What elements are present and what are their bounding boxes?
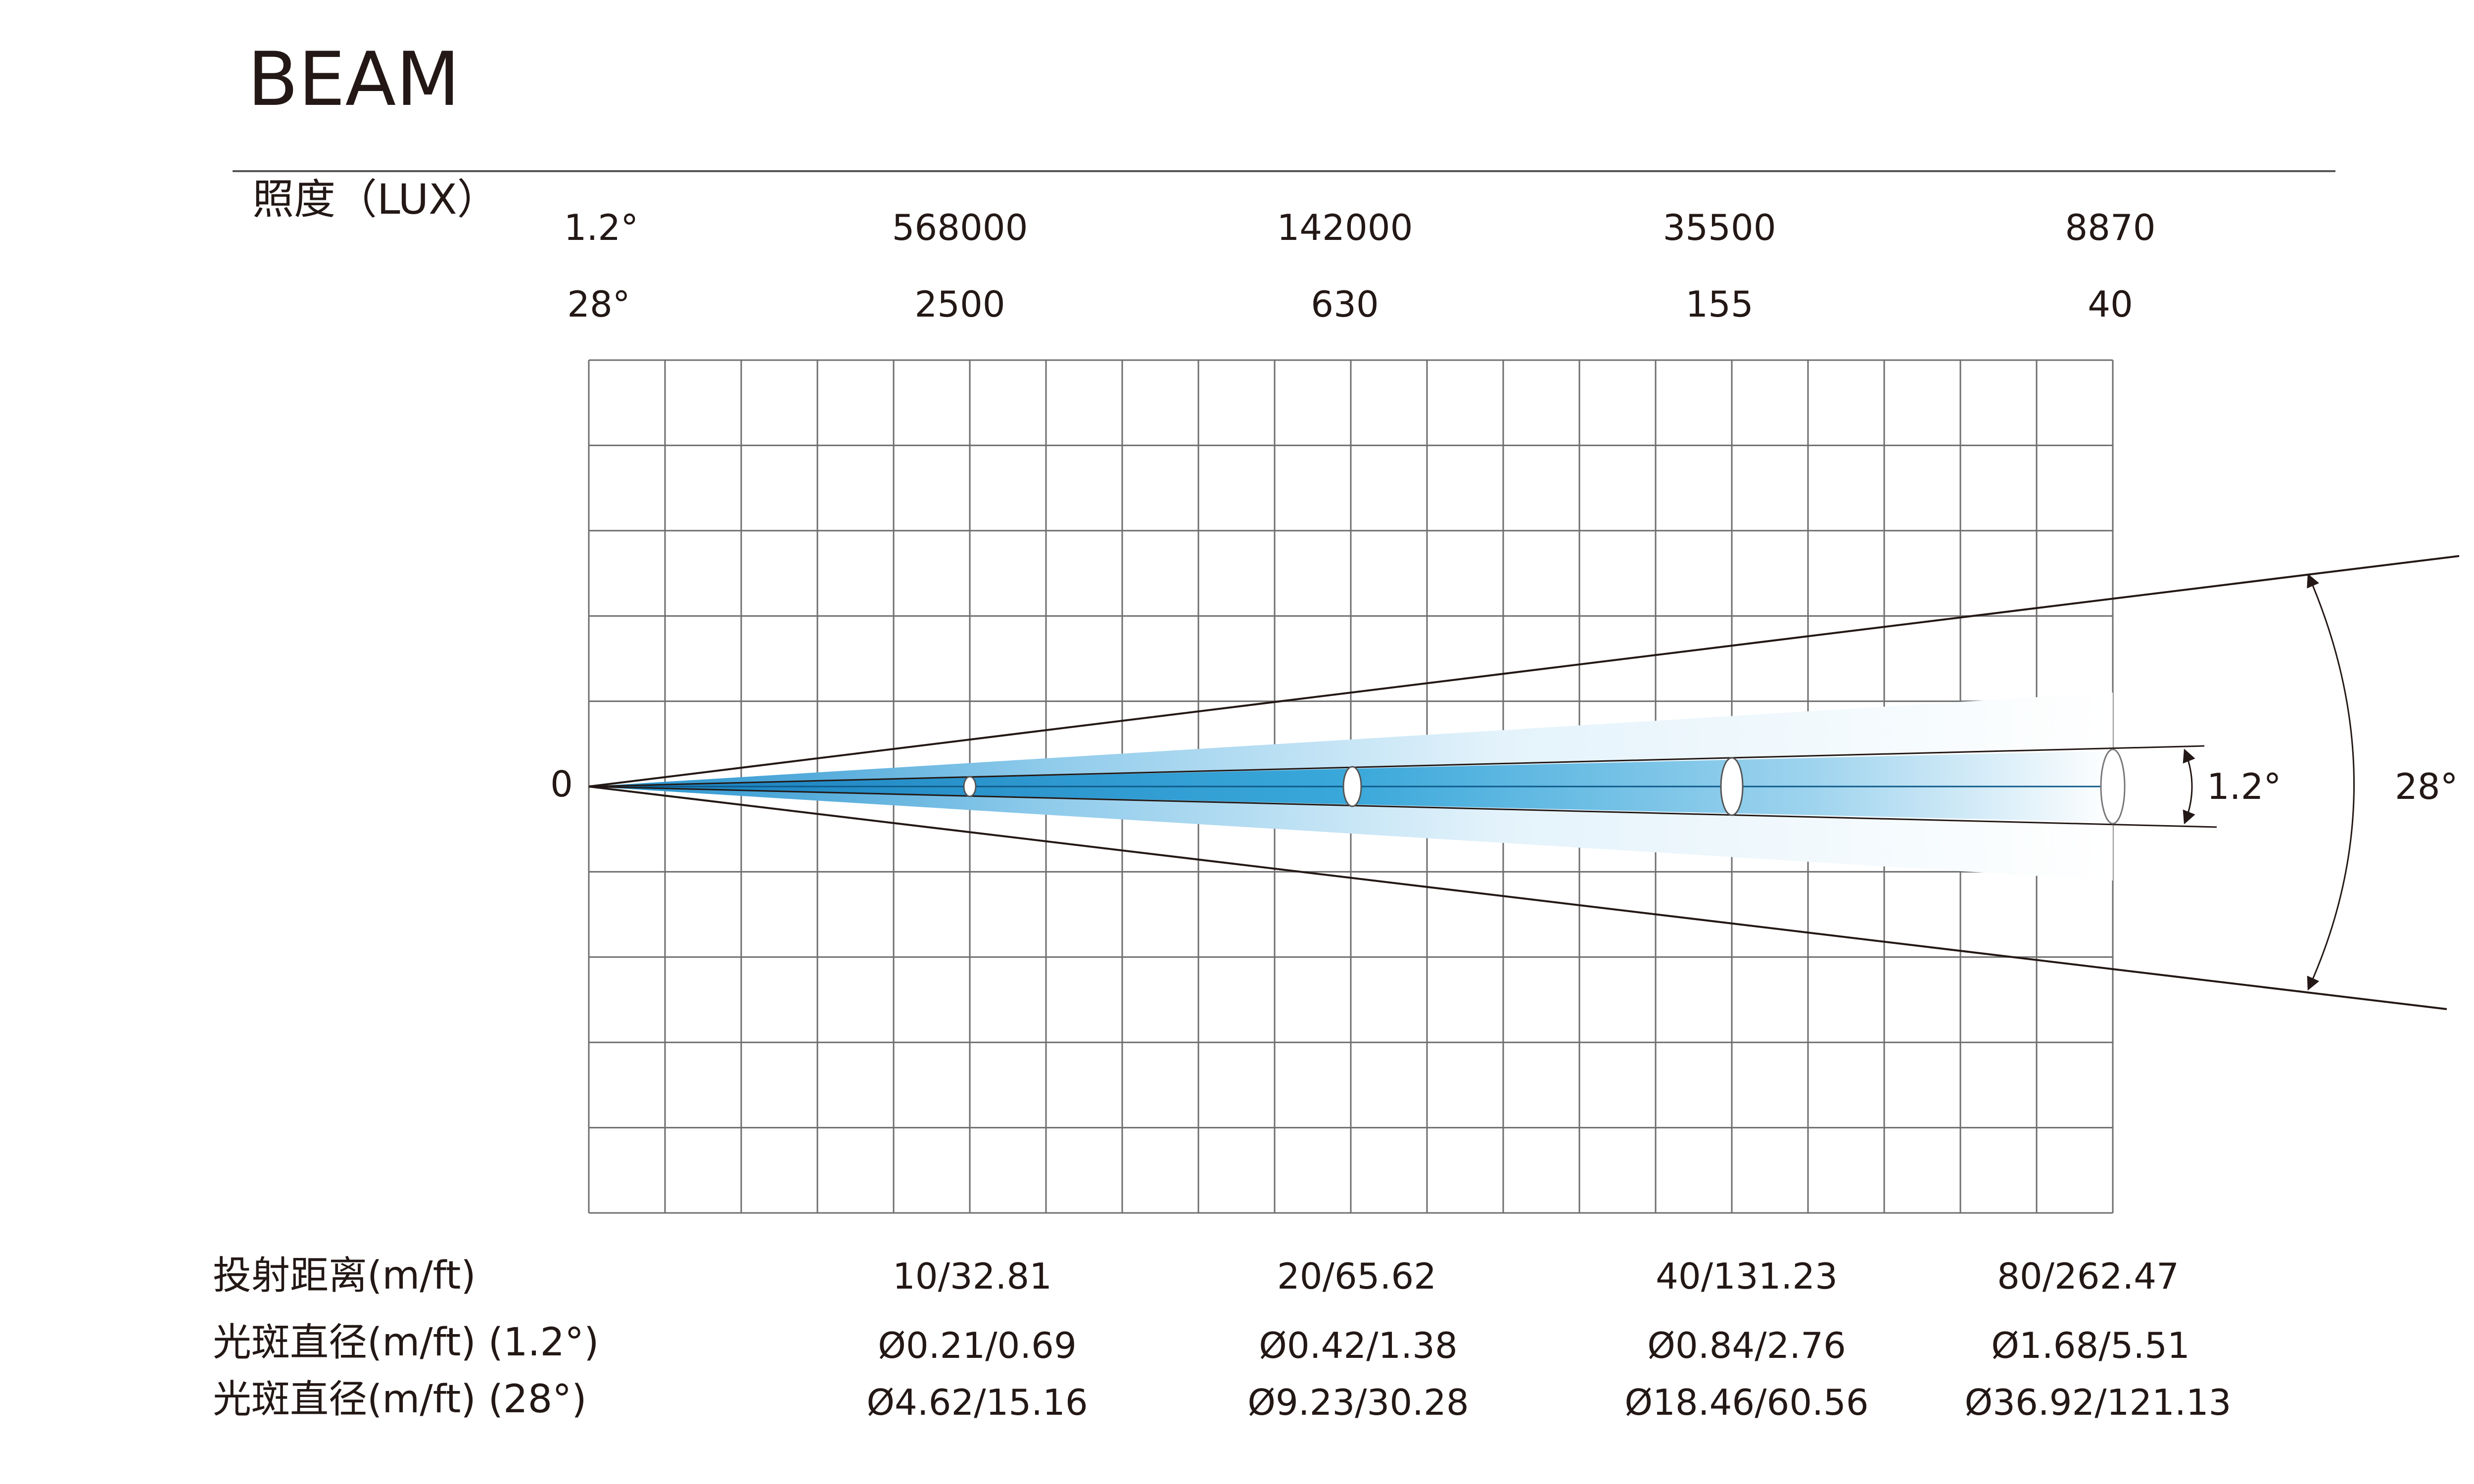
lux-row-wide: 28° 2500 630 155 40 [567, 283, 2133, 325]
diameter-value: Ø0.21/0.69 [878, 1325, 1077, 1366]
diameter-value: Ø0.42/1.38 [1259, 1325, 1458, 1366]
diameter-value: Ø36.92/121.13 [1965, 1382, 2232, 1423]
distance-value: 40/131.23 [1656, 1255, 1838, 1297]
distance-value: 20/65.62 [1277, 1255, 1436, 1297]
spot-ellipse [963, 776, 977, 797]
lux-value: 2500 [914, 283, 1005, 325]
lux-value: 35500 [1663, 207, 1776, 248]
diameter-row-narrow: 光斑直径(m/ft) (1.2°) Ø0.21/0.69 Ø0.42/1.38 … [213, 1320, 2190, 1366]
page-title: BEAM [247, 37, 460, 123]
row-label: 光斑直径(m/ft) (28°) [213, 1377, 587, 1422]
lux-row-angle: 1.2° [564, 207, 639, 248]
lux-row-narrow: 1.2° 568000 142000 35500 8870 [564, 207, 2156, 248]
row-label: 光斑直径(m/ft) (1.2°) [213, 1320, 599, 1365]
lux-value: 142000 [1277, 207, 1413, 248]
diameter-row-wide: 光斑直径(m/ft) (28°) Ø4.62/15.16 Ø9.23/30.28… [213, 1377, 2231, 1423]
spot-ellipse [1342, 766, 1362, 807]
lux-value: 8870 [2065, 207, 2155, 248]
lux-value: 155 [1685, 283, 1753, 325]
narrow-beam-lower-edge [588, 786, 2217, 828]
diameter-value: Ø4.62/15.16 [866, 1382, 1088, 1423]
distance-row: 投射距离(m/ft) 10/32.81 20/65.62 40/131.23 8… [213, 1253, 2179, 1298]
lux-row-angle: 28° [567, 283, 630, 325]
narrow-angle-label: 1.2° [2207, 766, 2282, 807]
diameter-value: Ø9.23/30.28 [1247, 1382, 1469, 1423]
wide-beam-lower-edge [588, 786, 2447, 1010]
wide-beam-upper-edge [588, 555, 2460, 788]
distance-value: 10/32.81 [893, 1255, 1052, 1297]
spot-ellipse [2100, 748, 2126, 825]
lux-value: 630 [1311, 283, 1379, 325]
wide-angle-arc [2307, 573, 2355, 991]
diameter-value: Ø1.68/5.51 [1991, 1325, 2190, 1366]
spot-ellipse [1720, 757, 1744, 816]
diameter-value: Ø18.46/60.56 [1624, 1382, 1868, 1423]
origin-label: 0 [550, 763, 573, 805]
row-label: 投射距离(m/ft) [213, 1253, 476, 1298]
lux-value: 40 [2088, 283, 2133, 325]
lux-value: 568000 [892, 207, 1028, 248]
narrow-angle-arc [2183, 748, 2195, 825]
narrow-beam-upper-edge [588, 745, 2205, 788]
diameter-value: Ø0.84/2.76 [1647, 1325, 1846, 1366]
lux-label: 照度（LUX） [252, 175, 499, 224]
wide-angle-label: 28° [2395, 766, 2458, 807]
distance-value: 80/262.47 [1997, 1255, 2179, 1297]
